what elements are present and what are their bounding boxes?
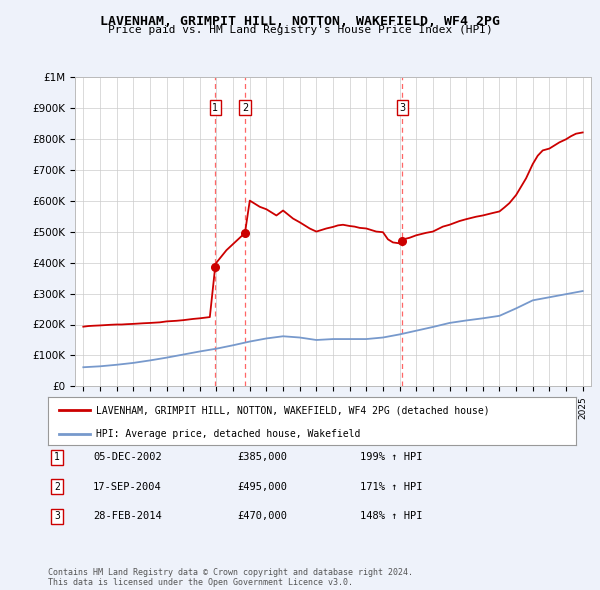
Text: £495,000: £495,000 [237,482,287,491]
Text: 2: 2 [54,482,60,491]
Text: 05-DEC-2002: 05-DEC-2002 [93,453,162,462]
Text: 171% ↑ HPI: 171% ↑ HPI [360,482,422,491]
Text: 1: 1 [212,103,218,113]
Text: 17-SEP-2004: 17-SEP-2004 [93,482,162,491]
Text: Contains HM Land Registry data © Crown copyright and database right 2024.
This d: Contains HM Land Registry data © Crown c… [48,568,413,587]
Text: 28-FEB-2014: 28-FEB-2014 [93,512,162,521]
Text: HPI: Average price, detached house, Wakefield: HPI: Average price, detached house, Wake… [95,429,360,439]
Text: LAVENHAM, GRIMPIT HILL, NOTTON, WAKEFIELD, WF4 2PG: LAVENHAM, GRIMPIT HILL, NOTTON, WAKEFIEL… [100,15,500,28]
Text: 3: 3 [399,103,406,113]
Text: £385,000: £385,000 [237,453,287,462]
Text: 148% ↑ HPI: 148% ↑ HPI [360,512,422,521]
Text: 199% ↑ HPI: 199% ↑ HPI [360,453,422,462]
Text: £470,000: £470,000 [237,512,287,521]
Text: 2: 2 [242,103,248,113]
Text: 3: 3 [54,512,60,521]
Text: Price paid vs. HM Land Registry's House Price Index (HPI): Price paid vs. HM Land Registry's House … [107,25,493,35]
Text: LAVENHAM, GRIMPIT HILL, NOTTON, WAKEFIELD, WF4 2PG (detached house): LAVENHAM, GRIMPIT HILL, NOTTON, WAKEFIEL… [95,405,489,415]
Text: 1: 1 [54,453,60,462]
